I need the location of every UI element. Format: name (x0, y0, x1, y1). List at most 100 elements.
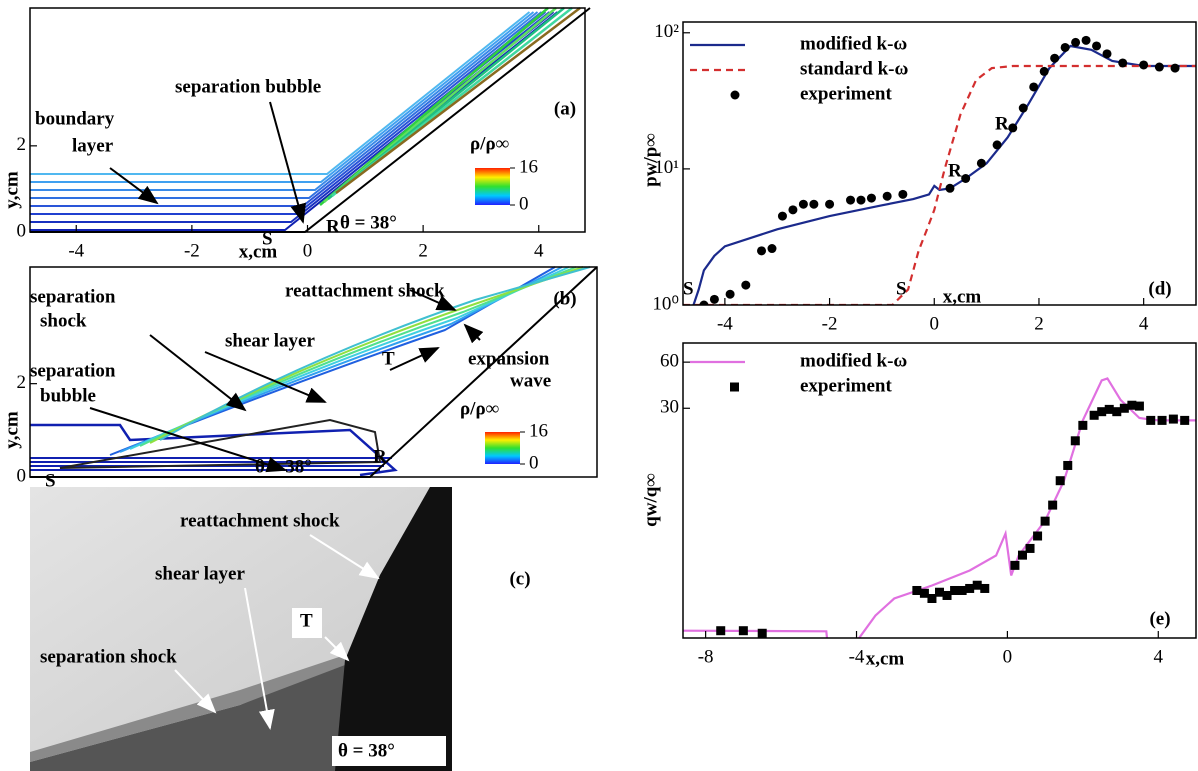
colorbar-label: ρ/ρ∞ (470, 133, 509, 154)
label-box (292, 608, 322, 638)
arrow (409, 289, 457, 311)
x-tick-label: -4 (68, 240, 84, 261)
legend-label: modified k-ω (800, 350, 907, 371)
x-tick-label: -2 (822, 313, 838, 334)
y-tick-label: 0 (17, 465, 27, 486)
arrow (149, 334, 247, 412)
data-point (1168, 414, 1178, 424)
data-point (1078, 420, 1088, 430)
legend-label: experiment (800, 83, 892, 104)
data-point (972, 580, 982, 590)
data-point (1070, 436, 1080, 446)
data-point (1089, 410, 1099, 420)
data-point (1134, 401, 1144, 411)
data-point (1010, 560, 1020, 570)
x-tick-label: -4 (717, 313, 733, 334)
annotation: θ = 38° (338, 740, 395, 761)
data-point (927, 593, 937, 603)
data-point (1040, 516, 1050, 526)
label-box (332, 736, 446, 766)
annotation: layer (72, 135, 114, 156)
data-point (1112, 407, 1122, 417)
colorbar-label: ρ/ρ∞ (460, 398, 499, 419)
contour-line (30, 11, 535, 183)
data-point (738, 626, 748, 636)
arrow (309, 534, 380, 580)
data-point (1119, 403, 1129, 413)
x-axis-label: x,cm (866, 648, 905, 669)
panel-label: (e) (1149, 608, 1170, 629)
annotation: expansion (468, 348, 550, 369)
series-line (683, 377, 1196, 638)
arrow (204, 351, 327, 403)
x-tick-label: -8 (698, 646, 714, 667)
x-tick-label: 2 (1034, 313, 1044, 334)
annotation: shear layer (155, 563, 245, 584)
x-axis-label: x,cm (943, 286, 982, 307)
legend-symbol (730, 382, 739, 392)
y-axis-label: y,cm (1, 171, 22, 209)
data-point (950, 585, 960, 595)
data-point (919, 588, 929, 598)
data-point (846, 195, 856, 205)
panel-label: (c) (509, 568, 530, 589)
annotation: shear layer (225, 330, 315, 351)
data-point (1063, 460, 1073, 470)
data-point (935, 587, 944, 597)
data-point (961, 173, 971, 183)
plot-area (683, 35, 1196, 305)
plot-frame (682, 342, 1197, 639)
photo-shear-band (30, 655, 345, 762)
colorbar-tick-label: 0 (519, 193, 529, 214)
annotation: θ = 38° (255, 456, 312, 477)
data-point (898, 189, 908, 199)
panel-label: (a) (554, 98, 576, 119)
x-tick-label: -4 (849, 646, 865, 667)
data-point (866, 193, 876, 203)
data-point (1127, 400, 1137, 410)
data-point (825, 199, 835, 209)
colorbar (485, 432, 520, 464)
colorbar-tick-label: 16 (519, 156, 538, 177)
annotation: S (262, 228, 273, 249)
annotation: θ = 38° (340, 212, 397, 233)
arrow (463, 323, 484, 344)
arrow (244, 587, 275, 730)
plot-frame (682, 21, 1197, 306)
data-point (976, 158, 986, 168)
data-point (1018, 103, 1028, 113)
annotation: separation bubble (175, 76, 321, 97)
annotation: reattachment shock (285, 280, 445, 301)
x-tick-label: 0 (1003, 646, 1013, 667)
data-point (1033, 531, 1043, 541)
data-point (1029, 82, 1039, 92)
legend-label: modified k-ω (800, 33, 907, 54)
annotation: R (948, 160, 962, 181)
data-point (1139, 60, 1149, 70)
data-point (757, 246, 767, 256)
data-point (1039, 66, 1049, 76)
data-point (716, 626, 726, 636)
y-axis-label: qw/q∞ (640, 473, 661, 527)
data-point (1060, 42, 1070, 52)
data-point (767, 244, 777, 254)
arrow (109, 167, 159, 205)
data-point (912, 585, 922, 595)
data-point (709, 294, 719, 304)
x-tick-label: 4 (1139, 313, 1149, 334)
plot-area (683, 377, 1196, 638)
annotation: separation (30, 286, 116, 307)
legend-label: experiment (800, 375, 892, 396)
photo: reattachment shock shear layer Tseparation… (30, 487, 452, 771)
contour-line (30, 11, 539, 191)
data-point (992, 140, 1002, 150)
y-tick-label: 10⁰ (652, 293, 679, 314)
data-point (957, 585, 967, 595)
data-point (1008, 123, 1018, 133)
data-point (1157, 415, 1167, 425)
contour-line (30, 11, 543, 199)
data-point (1154, 62, 1164, 72)
arrow (389, 347, 440, 371)
